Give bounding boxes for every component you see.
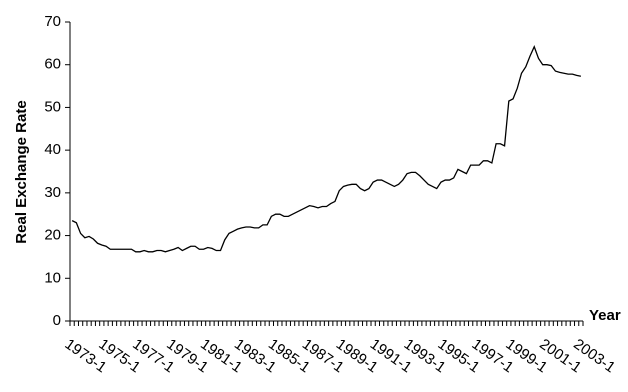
y-tick-label: 30 (44, 184, 61, 201)
y-tick-label: 20 (44, 227, 61, 244)
y-tick-label: 60 (44, 56, 61, 73)
y-tick-label: 50 (44, 98, 61, 115)
y-axis-label: Real Exchange Rate (13, 100, 30, 243)
y-tick-label: 0 (53, 312, 61, 329)
y-tick-label: 70 (44, 13, 61, 30)
x-axis-label: Year (589, 307, 621, 324)
y-tick-label: 40 (44, 141, 61, 158)
data-line (71, 45, 582, 253)
y-tick-label: 10 (44, 269, 61, 286)
